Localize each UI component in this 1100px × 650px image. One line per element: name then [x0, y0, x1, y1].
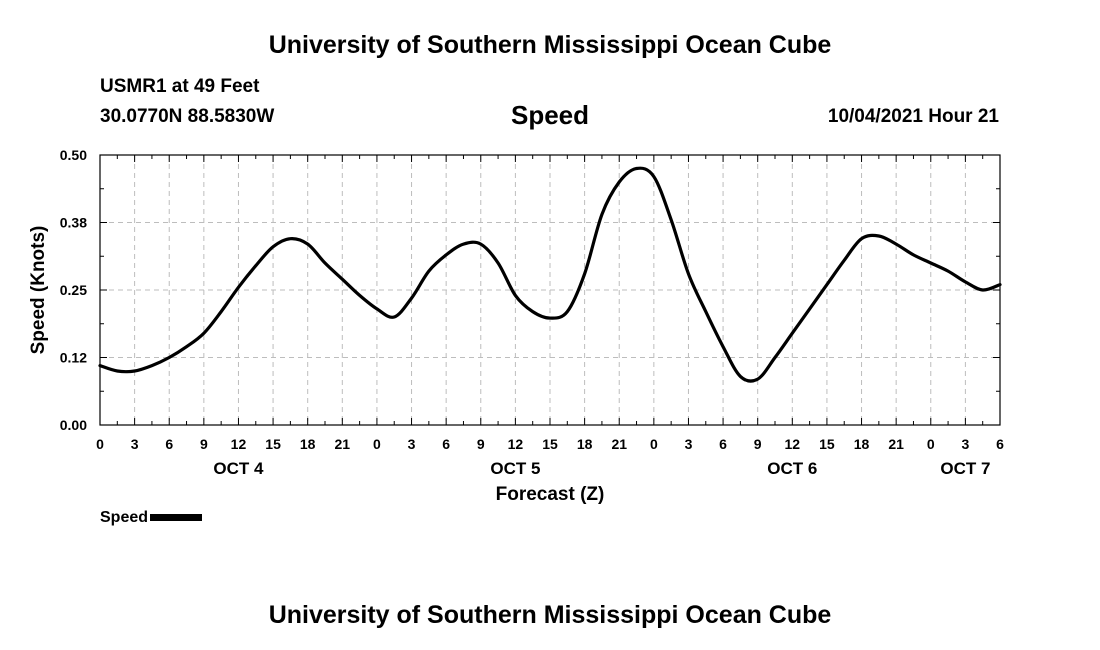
label-layer: 0 3 6 9 12 15 18 21 0 3 6 9 12 15 18 21 0 3 6 9 12 15 18 21 0 3 6 0… — [60, 147, 1004, 478]
x-tick-label: 15 — [819, 436, 835, 452]
x-tick-label: 21 — [888, 436, 904, 452]
x-tick-label: 12 — [508, 436, 524, 452]
x-tick-label: 3 — [685, 436, 693, 452]
grid-layer — [100, 155, 1000, 425]
y-tick-label: 0.12 — [60, 350, 87, 366]
y-axis-title: Speed (Knots) — [28, 226, 49, 355]
footer-title: University of Southern Mississippi Ocean… — [268, 601, 832, 629]
x-tick-label: 6 — [996, 436, 1004, 452]
x-tick-label: 6 — [165, 436, 173, 452]
day-label: OCT 5 — [490, 459, 540, 478]
x-tick-label: 21 — [335, 436, 351, 452]
parameter-title: Speed — [510, 100, 590, 130]
x-tick-label: 12 — [231, 436, 247, 452]
x-tick-label: 6 — [442, 436, 450, 452]
y-tick-label: 0.25 — [60, 282, 87, 298]
page-title: University of Southern Mississippi Ocean… — [268, 31, 832, 59]
plot-frame — [99, 154, 1001, 426]
x-tick-label: 0 — [650, 436, 658, 452]
x-tick-label: 9 — [754, 436, 762, 452]
coordinates-label: 30.0770N 88.5830W — [100, 106, 275, 127]
x-tick-label: 18 — [300, 436, 316, 452]
y-tick-label: 0.38 — [60, 215, 87, 231]
series-layer — [98, 166, 1002, 383]
y-tick-label: 0.50 — [60, 147, 87, 163]
x-tick-label: 18 — [577, 436, 593, 452]
datetime-label: 10/04/2021 Hour 21 — [827, 106, 999, 127]
x-axis-title: Forecast (Z) — [496, 484, 605, 505]
x-tick-label: 9 — [200, 436, 208, 452]
x-tick-label: 21 — [611, 436, 627, 452]
legend-label: Speed — [100, 509, 149, 526]
day-label: OCT 4 — [213, 459, 264, 478]
legend: Speed — [100, 509, 203, 527]
x-tick-label: 3 — [961, 436, 969, 452]
x-tick-label: 12 — [785, 436, 801, 452]
x-tick-label: 9 — [477, 436, 485, 452]
x-tick-label: 3 — [408, 436, 416, 452]
day-label: OCT 6 — [767, 459, 817, 478]
x-tick-label: 0 — [927, 436, 935, 452]
x-tick-label: 15 — [265, 436, 281, 452]
speed-series-line — [98, 166, 1002, 383]
x-tick-label: 3 — [131, 436, 139, 452]
x-tick-label: 0 — [373, 436, 381, 452]
day-label: OCT 7 — [940, 459, 990, 478]
x-tick-label: 6 — [719, 436, 727, 452]
x-tick-label: 18 — [854, 436, 870, 452]
station-label: USMR1 at 49 Feet — [100, 76, 260, 97]
x-tick-label: 15 — [542, 436, 558, 452]
legend-swatch — [150, 514, 203, 522]
x-tick-label: 0 — [96, 436, 104, 452]
y-tick-label: 0.00 — [60, 417, 87, 433]
